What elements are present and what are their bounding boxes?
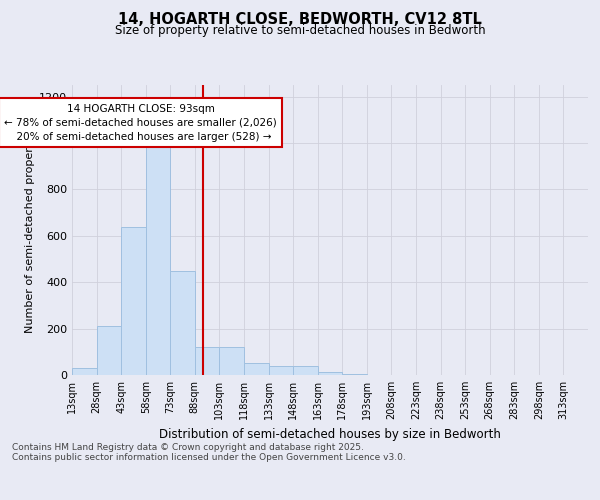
Bar [220,347,244,375]
Text: 14, HOGARTH CLOSE, BEDWORTH, CV12 8TL: 14, HOGARTH CLOSE, BEDWORTH, CV12 8TL [118,12,482,28]
Y-axis label: Number of semi-detached properties: Number of semi-detached properties [25,127,35,333]
Bar [318,372,342,375]
Text: Contains HM Land Registry data © Crown copyright and database right 2025.
Contai: Contains HM Land Registry data © Crown c… [12,442,406,462]
Bar [146,134,170,375]
Bar [72,368,97,375]
Bar [121,226,146,375]
Text: Size of property relative to semi-detached houses in Bedworth: Size of property relative to semi-detach… [115,24,485,37]
Bar [342,374,367,375]
Bar [195,347,220,375]
Bar [97,326,121,375]
Bar [293,366,318,375]
Text: 14 HOGARTH CLOSE: 93sqm
← 78% of semi-detached houses are smaller (2,026)
  20% : 14 HOGARTH CLOSE: 93sqm ← 78% of semi-de… [4,104,277,142]
X-axis label: Distribution of semi-detached houses by size in Bedworth: Distribution of semi-detached houses by … [159,428,501,440]
Bar [170,270,195,375]
Bar [244,364,269,375]
Bar [269,366,293,375]
